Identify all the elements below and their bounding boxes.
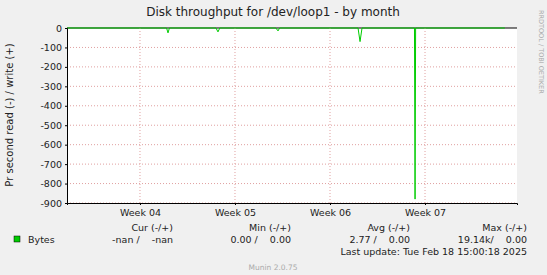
tick: -800 — [40, 178, 67, 189]
tick-label: Week 06 — [310, 207, 351, 218]
title: Disk throughput for /dev/loop1 - by mont… — [146, 5, 400, 19]
stats-value: 2.77 / 0.00 — [349, 234, 410, 245]
legend-label: Bytes — [28, 234, 55, 245]
background — [0, 0, 547, 275]
grid-line — [67, 66, 517, 67]
tick-mark — [65, 28, 67, 29]
stats-header: Avg (-/+) — [367, 222, 410, 233]
footer: Munin 2.0.75 — [248, 263, 297, 272]
tick-mark — [65, 47, 67, 48]
last-update: Last update: Tue Feb 18 15:00:18 2025 — [340, 246, 527, 257]
tick-label: Week 05 — [215, 207, 256, 218]
tick-label: -900 — [40, 198, 62, 209]
tick: Week 07 — [405, 203, 446, 218]
series-group — [67, 28, 505, 199]
stats-value: -nan / -nan — [112, 234, 173, 245]
tick-mark — [65, 67, 67, 68]
grid-line — [67, 164, 517, 165]
tick-label: -100 — [40, 42, 62, 53]
watermark: RRDTOOL / TOBI OETIKER — [537, 10, 545, 94]
tick-mark — [235, 203, 236, 205]
stats-value: 0.00 / 0.00 — [230, 234, 291, 245]
axis-line — [65, 29, 68, 204]
grid-line — [234, 28, 235, 203]
grid-line — [67, 144, 517, 145]
tick-label: 0 — [56, 23, 62, 34]
legend-swatch — [14, 236, 20, 242]
stats-header: Min (-/+) — [249, 222, 291, 233]
tick-mark — [65, 86, 67, 87]
grid-line — [330, 28, 331, 203]
x-axis: Week 04 Week 05 Week 06 Week 07 — [68, 203, 518, 218]
tick: Week 04 — [120, 203, 161, 218]
y-axis-title: Pr second read (-) / write (+) — [4, 43, 15, 186]
y-axis: -900 -800 -700 -600 -500 -400 -300 -200 -100 0 — [40, 23, 67, 209]
tick-mark — [65, 125, 67, 126]
stats-value: 19.14k/ 0.00 — [458, 234, 527, 245]
tick: -500 — [40, 120, 67, 131]
plot-area — [67, 28, 517, 203]
grid — [67, 28, 517, 203]
grid-line — [139, 28, 140, 203]
tick-label: -400 — [40, 100, 62, 111]
grid-line — [67, 47, 517, 48]
tick: 0 — [56, 23, 67, 34]
grid-line — [425, 28, 426, 203]
tick-mark — [65, 184, 67, 185]
tick: -700 — [40, 159, 67, 170]
tick: -100 — [40, 42, 67, 53]
tick-mark — [65, 106, 67, 107]
tick-mark — [65, 145, 67, 146]
tick-mark — [330, 203, 331, 205]
tick: -200 — [40, 61, 67, 72]
chart: -900 -800 -700 -600 -500 -400 -300 -200 -100 0 Wee… — [0, 0, 547, 275]
grid-line — [67, 86, 517, 87]
tick-mark — [140, 203, 141, 205]
tick: Week 06 — [310, 203, 351, 218]
tick-label: Week 07 — [405, 207, 446, 218]
tick-label: -300 — [40, 81, 62, 92]
grid-line — [67, 125, 517, 126]
grid-line — [67, 105, 517, 106]
stats-header: Max (-/+) — [482, 222, 527, 233]
tick: -300 — [40, 81, 67, 92]
series-line — [67, 28, 505, 199]
tick-label: -700 — [40, 159, 62, 170]
tick: -600 — [40, 139, 67, 150]
axis-line — [68, 204, 518, 206]
tick-mark — [425, 203, 426, 205]
tick: Week 05 — [215, 203, 256, 218]
tick-label: Week 04 — [120, 207, 161, 218]
grid-line — [67, 183, 517, 184]
tick: -900 — [40, 198, 67, 209]
stats-header: Cur (-/+) — [131, 222, 173, 233]
tick-label: -600 — [40, 139, 62, 150]
tick-label: -200 — [40, 61, 62, 72]
tick-label: -800 — [40, 178, 62, 189]
tick-mark — [65, 164, 67, 165]
tick-mark — [65, 203, 67, 204]
tick: -400 — [40, 100, 67, 111]
tick-label: -500 — [40, 120, 62, 131]
